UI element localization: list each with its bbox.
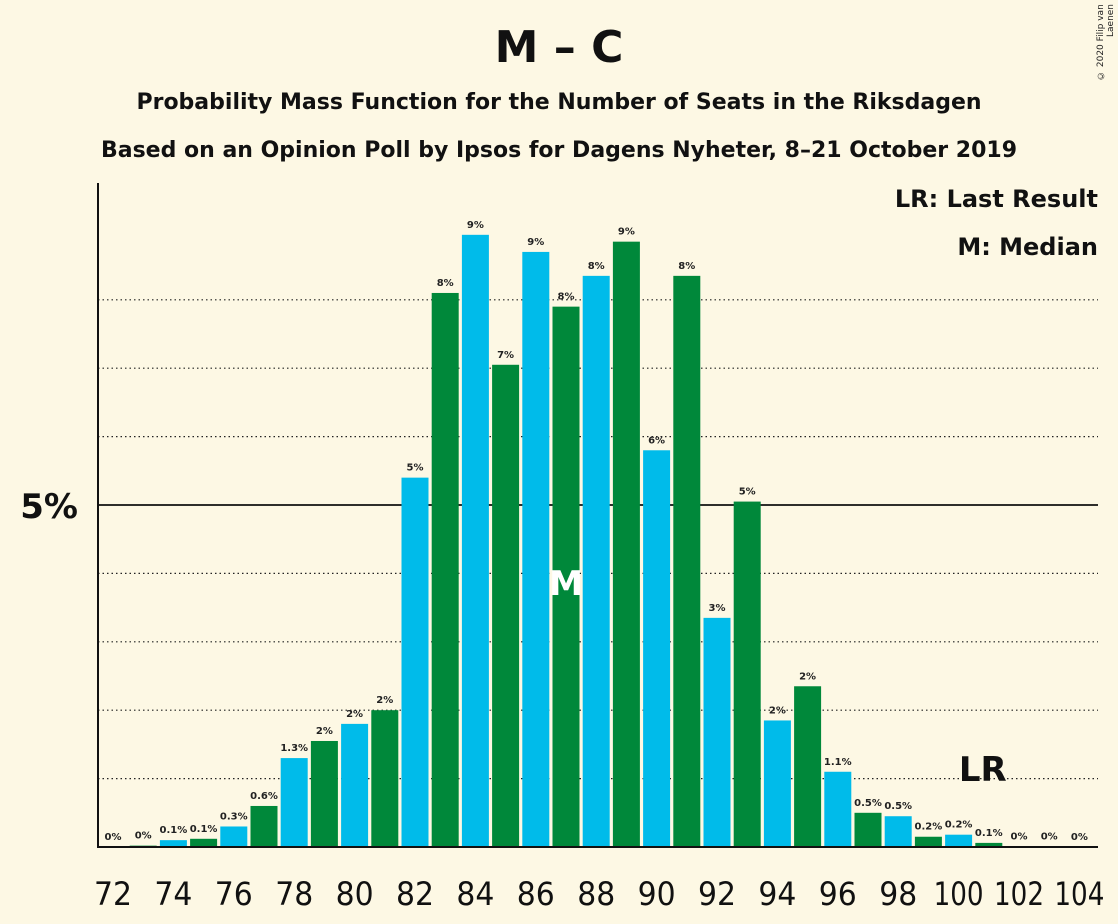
bar-label-seat-91: 8% (678, 261, 695, 272)
x-tick-label: 88 (577, 875, 615, 913)
bar-seat-79 (310, 740, 338, 847)
bar-label-seat-72: 0% (105, 832, 122, 843)
bar-seat-87 (552, 306, 580, 847)
bar-label-seat-74: 0.1% (160, 825, 188, 836)
bar-label-seat-103: 0% (1041, 831, 1058, 842)
legend-last-result: LR: Last Result (894, 185, 1098, 213)
x-tick-label: 100 (934, 875, 984, 913)
last-result-marker: LR (959, 750, 1007, 790)
x-tick-label: 86 (517, 875, 555, 913)
bar-label-seat-100: 0.2% (945, 820, 973, 831)
bar-seat-98 (884, 816, 912, 847)
bar-label-seat-73: 0% (135, 831, 152, 842)
bar-label-seat-92: 3% (709, 603, 726, 614)
bar-label-seat-96: 1.1% (824, 757, 852, 768)
bar-seat-82 (401, 477, 429, 847)
bar-label-seat-76: 0.3% (220, 811, 248, 822)
x-tick-label: 82 (396, 875, 434, 913)
x-tick-label: 78 (275, 875, 313, 913)
bar-seat-75 (190, 838, 218, 847)
chart-subtitle-source: Based on an Opinion Poll by Ipsos for Da… (100, 138, 1018, 163)
bar-label-seat-77: 0.6% (250, 791, 278, 802)
bar-seat-85 (492, 364, 520, 847)
x-tick-label: 72 (94, 875, 132, 913)
bar-seat-93 (733, 501, 761, 847)
bar-label-seat-94: 2% (769, 705, 786, 716)
bar-label-seat-102: 0% (1011, 831, 1028, 842)
bar-label-seat-98: 0.5% (884, 801, 912, 812)
bar-label-seat-88: 8% (588, 261, 605, 272)
x-tick-label: 94 (758, 875, 796, 913)
bar-seat-84 (461, 234, 489, 847)
bar-seat-77 (250, 805, 278, 847)
bar-label-seat-90: 6% (648, 435, 665, 446)
median-marker: M (549, 564, 583, 604)
bar-label-seat-101: 0.1% (975, 828, 1003, 839)
bar-seat-100 (945, 834, 973, 847)
bar-label-seat-78: 1.3% (280, 743, 308, 754)
bar-seat-99 (914, 836, 942, 847)
bar-seat-88 (582, 275, 610, 847)
bar-seat-76 (220, 826, 248, 847)
bar-label-seat-89: 9% (618, 227, 635, 238)
bar-seat-94 (763, 720, 791, 847)
chart-subtitle: Probability Mass Function for the Number… (136, 90, 982, 115)
bar-label-seat-81: 2% (376, 695, 393, 706)
bar-seat-80 (341, 723, 369, 847)
legend-median: M: Median (957, 233, 1098, 261)
bar-label-seat-82: 5% (407, 463, 424, 474)
x-tick-label: 90 (638, 875, 676, 913)
bar-label-seat-87: 8% (558, 292, 575, 303)
bar-label-seat-97: 0.5% (854, 798, 882, 809)
chart-title: M – C (494, 22, 624, 73)
bar-seat-81 (371, 710, 399, 847)
x-tick-label: 102 (994, 875, 1044, 913)
x-tick-label: 74 (154, 875, 192, 913)
bar-seat-78 (280, 758, 308, 847)
bar-seat-89 (612, 241, 640, 847)
x-tick-label: 104 (1054, 875, 1104, 913)
x-tick-label: 98 (879, 875, 917, 913)
x-tick-label: 84 (456, 875, 494, 913)
x-tick-label: 76 (215, 875, 253, 913)
bar-seat-97 (854, 812, 882, 847)
bar-label-seat-83: 8% (437, 278, 454, 289)
bar-seat-90 (643, 450, 671, 847)
bar-seat-92 (703, 617, 731, 847)
bar-seat-86 (522, 251, 550, 848)
x-tick-label: 80 (336, 875, 374, 913)
bar-label-seat-99: 0.2% (915, 822, 943, 833)
x-tick-label: 96 (819, 875, 857, 913)
bar-seat-96 (824, 771, 852, 847)
bar-seat-101 (975, 842, 1003, 847)
bar-label-seat-93: 5% (739, 487, 756, 498)
bar-label-seat-86: 9% (527, 237, 544, 248)
bar-label-seat-79: 2% (316, 726, 333, 737)
bar-label-seat-80: 2% (346, 709, 363, 720)
bar-label-seat-75: 0.1% (190, 824, 218, 835)
bar-seat-83 (431, 292, 459, 848)
bar-label-seat-84: 9% (467, 220, 484, 231)
bar-seat-91 (673, 275, 701, 847)
y-tick-label: 5% (20, 487, 78, 527)
bar-seat-74 (159, 840, 187, 847)
bar-label-seat-104: 0% (1071, 832, 1088, 843)
x-tick-label: 92 (698, 875, 736, 913)
bar-label-seat-85: 7% (497, 350, 514, 361)
bar-label-seat-95: 2% (799, 671, 816, 682)
bar-seat-95 (794, 686, 822, 847)
